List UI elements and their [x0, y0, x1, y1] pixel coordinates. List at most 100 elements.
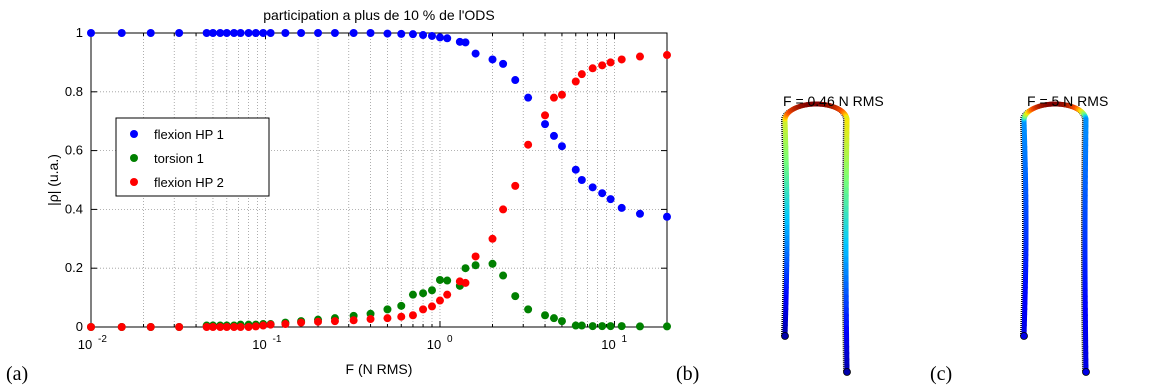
- data-point: [408, 30, 417, 39]
- data-point: [488, 259, 497, 268]
- x-tick-label: 10: [252, 337, 266, 352]
- y-tick-label: 0.6: [65, 143, 83, 158]
- data-point: [663, 322, 671, 331]
- data-point: [208, 29, 217, 37]
- data-point: [617, 322, 626, 331]
- data-point: [598, 61, 607, 70]
- data-point: [397, 312, 406, 321]
- data-point: [202, 29, 211, 37]
- data-point: [230, 323, 239, 331]
- data-point: [297, 318, 306, 327]
- data-point: [541, 111, 550, 120]
- mode-shape-b: F = 0.46 N RMS: [780, 93, 884, 376]
- legend-marker: [130, 178, 138, 186]
- data-point: [281, 29, 290, 37]
- data-point: [524, 305, 533, 314]
- data-point: [524, 140, 533, 149]
- data-point: [208, 323, 217, 331]
- data-point: [606, 322, 615, 331]
- data-point: [511, 181, 520, 190]
- data-point: [499, 205, 508, 214]
- data-point: [175, 323, 184, 331]
- data-point: [222, 29, 231, 37]
- data-point: [557, 142, 566, 151]
- data-point: [571, 321, 580, 330]
- y-axis-label: |ρ| (u.a.): [45, 154, 61, 206]
- data-point: [471, 252, 480, 261]
- chart-a: 10 -2 10 -1 10 0 10 1 0 0.2 0.4 0.6 0.8 1 participat…: [45, 7, 671, 377]
- data-point: [216, 29, 225, 37]
- end-node: [843, 368, 851, 376]
- data-point: [236, 323, 245, 331]
- data-point: [443, 276, 452, 285]
- y-tick-label: 1: [76, 25, 83, 40]
- data-point: [435, 296, 444, 305]
- data-point: [598, 322, 607, 331]
- data-point: [598, 189, 607, 198]
- data-point: [281, 320, 290, 329]
- data-point: [435, 275, 444, 284]
- end-node: [1082, 368, 1090, 376]
- data-point: [577, 70, 586, 79]
- data-point: [244, 323, 253, 331]
- data-point: [663, 51, 671, 60]
- legend-marker: [130, 154, 138, 162]
- y-axis: 0 0.2 0.4 0.6 0.8 1: [65, 25, 667, 334]
- data-point: [297, 29, 306, 37]
- data-point: [87, 29, 95, 37]
- reference-line: [1019, 102, 1085, 373]
- data-point: [461, 264, 470, 273]
- data-point: [349, 29, 358, 37]
- data-point: [146, 323, 155, 331]
- data-point: [606, 58, 615, 67]
- legend-marker: [130, 130, 138, 138]
- data-point: [251, 29, 260, 37]
- data-point: [230, 29, 239, 37]
- data-point: [419, 31, 428, 40]
- reference-line: [780, 102, 846, 373]
- data-point: [557, 317, 566, 326]
- data-point: [571, 77, 580, 86]
- data-point: [383, 305, 392, 314]
- data-point: [427, 31, 436, 40]
- data-point: [244, 29, 253, 37]
- data-point: [511, 292, 520, 301]
- plot-border: [90, 32, 668, 328]
- data-point: [635, 209, 644, 218]
- data-point: [427, 286, 436, 295]
- data-point: [330, 317, 339, 326]
- data-point: [236, 29, 245, 37]
- data-point: [571, 165, 580, 174]
- y-tick-label: 0.4: [65, 201, 83, 216]
- x-tick-exponent: 0: [447, 334, 453, 345]
- data-point: [397, 29, 406, 38]
- data-point: [259, 321, 268, 330]
- data-point: [577, 321, 586, 330]
- data-point: [216, 323, 225, 331]
- chart-title: participation a plus de 10 % de l'ODS: [263, 7, 494, 23]
- data-point: [251, 322, 260, 331]
- x-tick-exponent: -2: [98, 334, 107, 345]
- data-point: [541, 311, 550, 320]
- data-point: [314, 317, 323, 326]
- legend-label: flexion HP 1: [154, 127, 224, 142]
- data-point: [577, 176, 586, 184]
- data-point: [175, 29, 184, 37]
- data-point: [259, 29, 268, 37]
- data-point: [549, 93, 558, 102]
- data-point: [408, 311, 417, 320]
- data-point: [461, 38, 470, 47]
- legend-label: torsion 1: [154, 151, 204, 166]
- data-point: [588, 64, 597, 73]
- data-point: [617, 203, 626, 212]
- mode-shape-c: F = 5 N RMS: [1019, 93, 1108, 376]
- data-point: [524, 93, 533, 102]
- data-point: [349, 316, 358, 325]
- data-point: [617, 55, 626, 64]
- x-tick-exponent: -1: [272, 334, 281, 345]
- data-point: [87, 323, 95, 331]
- end-node: [781, 332, 789, 340]
- data-point: [419, 289, 428, 298]
- data-point: [557, 90, 566, 99]
